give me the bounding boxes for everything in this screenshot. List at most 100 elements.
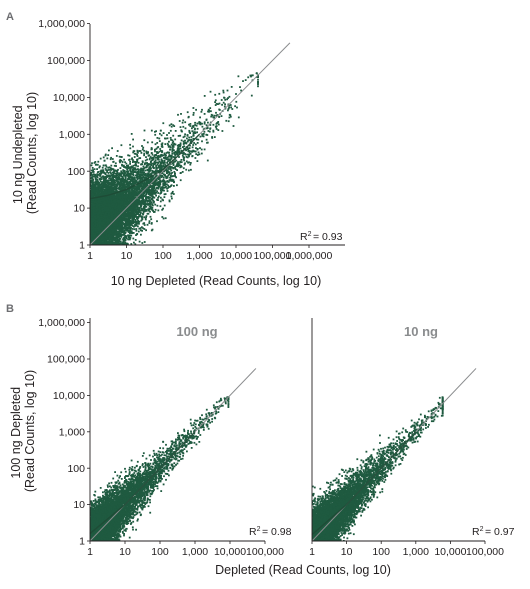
scatter-point	[197, 151, 200, 154]
scatter-point	[222, 91, 225, 94]
scatter-point	[109, 167, 112, 169]
scatter-point	[152, 182, 155, 185]
scatter-point	[154, 189, 157, 191]
scatter-point	[194, 150, 197, 153]
scatter-point	[182, 136, 185, 139]
scatter-point	[136, 172, 138, 175]
scatter-point	[172, 146, 175, 148]
scatter-point	[184, 139, 186, 142]
scatter-point	[196, 122, 199, 125]
scatter-point	[188, 161, 190, 164]
scatter-point	[150, 157, 153, 159]
scatter-point	[192, 114, 195, 116]
scatter-point	[202, 133, 205, 135]
scatter-point	[112, 183, 115, 186]
scatter-point	[164, 156, 166, 159]
scatter-point	[215, 128, 218, 130]
scatter-point	[135, 191, 137, 194]
scatter-point	[138, 220, 141, 223]
scatter-point	[192, 126, 195, 128]
scatter-point	[135, 228, 138, 230]
scatter-point	[139, 171, 141, 174]
scatter-point	[97, 181, 99, 183]
scatter-point	[229, 115, 232, 118]
scatter-point	[167, 144, 170, 146]
scatter-point	[94, 178, 97, 181]
scatter-point	[181, 121, 184, 124]
scatter-point	[132, 174, 135, 176]
scatter-point	[196, 160, 199, 162]
scatter-point	[100, 176, 103, 179]
scatter-point	[163, 170, 166, 173]
scatter-point	[164, 157, 166, 160]
scatter-point	[150, 201, 153, 204]
scatter-point	[126, 168, 129, 171]
scatter-point	[145, 193, 147, 196]
scatter-point	[172, 140, 175, 143]
scatter-point	[188, 136, 191, 139]
scatter-point	[167, 158, 170, 161]
scatter-point	[97, 186, 100, 188]
scatter-point	[97, 193, 100, 196]
scatter-point	[159, 148, 162, 150]
scatter-point	[129, 219, 132, 222]
scatter-point	[144, 159, 147, 162]
scatter-point	[135, 216, 138, 218]
scatter-point	[110, 172, 112, 175]
scatter-point	[112, 174, 115, 176]
scatter-point	[114, 181, 116, 184]
scatter-point	[143, 222, 146, 224]
scatter-point	[107, 179, 110, 182]
scatter-point	[206, 126, 209, 128]
scatter-point	[111, 239, 114, 241]
scatter-point	[217, 129, 220, 131]
scatter-point	[138, 197, 141, 199]
scatter-point	[155, 170, 158, 172]
scatter-point	[112, 201, 114, 204]
scatter-point	[213, 136, 216, 138]
scatter-point	[126, 180, 129, 182]
scatter-point	[128, 175, 130, 178]
scatter-point	[123, 216, 126, 219]
scatter-point	[158, 156, 161, 158]
scatter-point	[151, 206, 154, 209]
scatter-point	[166, 190, 169, 192]
scatter-point	[142, 227, 144, 230]
scatter-point	[129, 143, 131, 146]
scatter-point	[156, 220, 158, 223]
scatter-point	[123, 188, 126, 190]
scatter-point	[149, 156, 152, 158]
scatter-point	[138, 173, 140, 175]
scatter-point	[134, 185, 137, 188]
scatter-point	[100, 178, 103, 180]
scatter-point	[227, 97, 229, 99]
scatter-point	[110, 156, 112, 159]
scatter-point	[148, 205, 151, 208]
scatter-point	[215, 102, 218, 105]
scatter-point	[193, 142, 195, 144]
scatter-point	[206, 127, 208, 130]
scatter-point	[130, 243, 133, 245]
scatter-point	[133, 225, 135, 228]
scatter-point	[99, 174, 101, 177]
scatter-point	[148, 168, 151, 171]
scatter-point	[135, 161, 138, 164]
scatter-point	[102, 156, 105, 159]
scatter-point	[170, 169, 173, 172]
scatter-point	[166, 156, 169, 159]
scatter-point	[149, 196, 151, 199]
scatter-point	[146, 212, 149, 215]
scatter-point	[182, 158, 185, 161]
scatter-point	[105, 230, 107, 233]
scatter-point	[215, 111, 217, 114]
scatter-point	[132, 213, 135, 215]
scatter-point	[138, 177, 141, 180]
scatter-point	[251, 74, 254, 77]
scatter-point	[141, 148, 144, 151]
scatter-point	[178, 120, 181, 122]
scatter-point	[158, 137, 161, 140]
scatter-point	[125, 237, 128, 240]
scatter-point	[140, 185, 143, 188]
scatter-point	[180, 113, 182, 115]
scatter-point	[164, 143, 167, 145]
